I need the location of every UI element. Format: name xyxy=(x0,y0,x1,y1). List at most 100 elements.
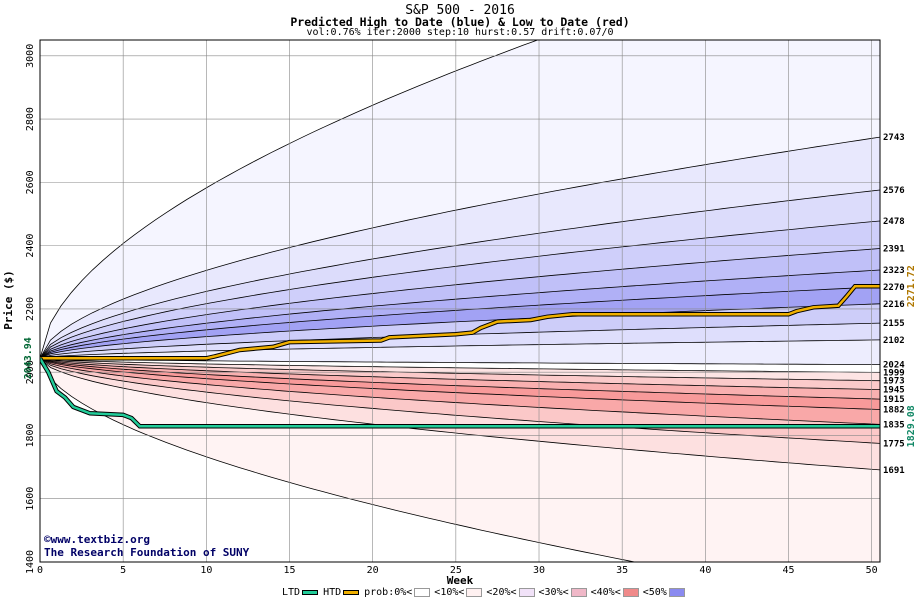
legend-item: <20%< xyxy=(486,587,535,598)
x-tick-label: 0 xyxy=(37,565,43,576)
lower-band-1 xyxy=(40,358,880,381)
legend-label: prob:0%< xyxy=(364,587,413,598)
quantile-end-label: 1999 xyxy=(883,368,905,378)
legend-item: <50% xyxy=(643,587,685,598)
start-price-label: 2043.94 xyxy=(23,337,34,379)
legend-item: HTD xyxy=(323,587,360,598)
upper-band-2 xyxy=(40,137,880,359)
upper-quantile-line-6 xyxy=(40,269,880,359)
quantile-end-label: 2270 xyxy=(883,283,905,293)
x-tick-label: 20 xyxy=(367,565,379,576)
lower-band-3 xyxy=(40,358,880,400)
upper-band-4 xyxy=(40,221,880,359)
ltd-end-value-label: 1829.08 xyxy=(906,405,917,447)
quantile-end-label: 1835 xyxy=(883,420,905,430)
quantile-end-label: 1882 xyxy=(883,406,905,416)
quantile-end-label: 2576 xyxy=(883,186,905,196)
htd-series-line xyxy=(40,284,880,360)
legend-swatch xyxy=(668,588,685,597)
lower-quantile-line-1 xyxy=(40,357,880,373)
x-tick-label: 40 xyxy=(699,565,711,576)
upper-quantile-line-8 xyxy=(40,303,880,359)
legend-item: <40%< xyxy=(591,587,639,598)
quantile-end-label: 1973 xyxy=(883,377,905,387)
quantile-end-label: 1691 xyxy=(883,466,905,476)
y-tick-label: 2800 xyxy=(25,107,36,131)
lower-quantile-line-3 xyxy=(40,357,880,390)
plot-frame xyxy=(39,39,881,563)
x-tick-label: 50 xyxy=(866,565,878,576)
upper-band-5 xyxy=(40,248,880,359)
quantile-end-label: 2743 xyxy=(883,133,905,143)
legend-swatch xyxy=(622,588,639,597)
lower-quantile-line-2 xyxy=(40,357,880,382)
chart-subtitle: Predicted High to Date (blue) & Low to D… xyxy=(290,15,630,29)
y-tick-label: 1800 xyxy=(25,423,36,447)
upper-band-10 xyxy=(40,339,880,365)
y-tick-label: 2400 xyxy=(25,234,36,258)
upper-band-8 xyxy=(40,303,880,359)
chart-title: S&P 500 - 2016 xyxy=(405,3,515,18)
legend-label: <10%< xyxy=(434,587,465,598)
x-tick-label: 10 xyxy=(200,565,212,576)
plot-area xyxy=(40,40,880,562)
upper-quantile-line-2 xyxy=(40,136,880,359)
lower-quantile-line-9 xyxy=(40,358,637,562)
legend-item: prob:0%< xyxy=(364,587,431,598)
legend-swatch xyxy=(518,588,535,597)
upper-quantile-line-3 xyxy=(40,189,880,359)
upper-band-6 xyxy=(40,270,880,359)
upper-quantile-line-1 xyxy=(40,40,539,359)
lower-quantile-line-7 xyxy=(40,357,880,444)
x-tick-label: 5 xyxy=(120,565,126,576)
quantile-end-label: 2024 xyxy=(883,361,905,371)
legend-swatch xyxy=(466,588,483,597)
upper-band-1 xyxy=(40,40,880,359)
lower-band-6 xyxy=(40,358,880,444)
legend-label: LTD xyxy=(282,587,301,598)
quantile-end-label: 2155 xyxy=(883,319,905,329)
x-tick-label: 30 xyxy=(533,565,545,576)
legend-swatch xyxy=(302,590,319,595)
lower-band-5 xyxy=(40,358,880,425)
legend-swatch xyxy=(570,588,587,597)
upper-quantile-line-10 xyxy=(40,339,880,359)
legend-swatch xyxy=(343,590,360,595)
credit-site: ©www.textbiz.org xyxy=(44,533,150,546)
upper-band-3 xyxy=(40,190,880,359)
htd-end-value-label: 2271.72 xyxy=(906,265,917,307)
lower-quantile-line-5 xyxy=(40,357,880,410)
legend-label: <50% xyxy=(642,587,667,598)
x-axis-label: Week xyxy=(447,574,474,587)
x-tick-label: 25 xyxy=(450,565,462,576)
legend-label: HTD xyxy=(323,587,342,598)
credit-organization: The Research Foundation of SUNY xyxy=(44,546,250,559)
quantile-end-label: 2216 xyxy=(883,300,905,310)
quantile-end-label: 2391 xyxy=(883,244,905,254)
lower-band-2 xyxy=(40,358,880,390)
quantile-end-label: 1915 xyxy=(883,395,905,405)
y-tick-label: 3000 xyxy=(25,44,36,68)
lower-band-7 xyxy=(40,358,880,470)
x-tick-label: 35 xyxy=(616,565,628,576)
upper-band-7 xyxy=(40,286,880,359)
lower-quantile-line-8 xyxy=(40,357,880,471)
legend-swatch xyxy=(414,588,431,597)
y-tick-label: 1400 xyxy=(25,550,36,574)
quantile-end-label: 2102 xyxy=(883,336,905,346)
y-tick-label: 2000 xyxy=(25,360,36,384)
quantile-end-label: 2478 xyxy=(883,217,905,227)
legend-item: <30%< xyxy=(539,587,587,598)
legend-item: <10%< xyxy=(434,587,483,598)
y-axis-label: Price ($) xyxy=(2,270,15,330)
legend-item: LTD xyxy=(282,587,319,598)
y-tick-label: 2600 xyxy=(25,170,36,194)
ltd-series-line xyxy=(40,357,880,428)
upper-quantile-line-7 xyxy=(40,286,880,359)
quantile-end-label: 1945 xyxy=(883,386,905,396)
x-tick-label: 15 xyxy=(283,565,295,576)
quantile-end-label: 1775 xyxy=(883,439,905,449)
upper-quantile-line-5 xyxy=(40,248,880,359)
lower-quantile-line-6 xyxy=(40,357,880,425)
x-tick-label: 45 xyxy=(782,565,794,576)
